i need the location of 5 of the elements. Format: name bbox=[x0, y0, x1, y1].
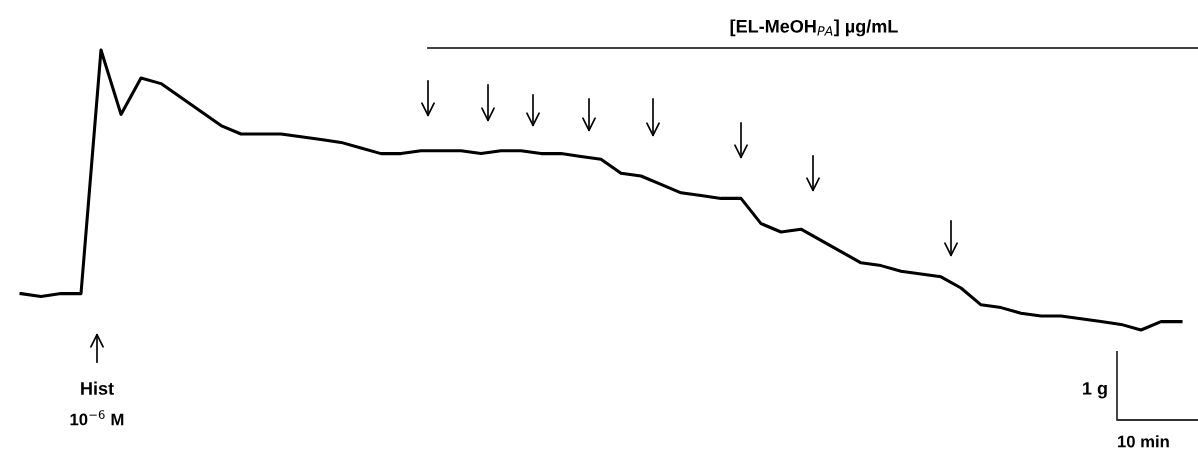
text: 10$^{−6}$ M bbox=[70, 410, 124, 426]
chart-title: [EL-MeOH$_{PA}$] µg/mL bbox=[730, 19, 898, 37]
text: 10 min bbox=[1118, 435, 1169, 448]
text: Hist bbox=[81, 381, 114, 395]
text: 1 g bbox=[1083, 382, 1107, 399]
